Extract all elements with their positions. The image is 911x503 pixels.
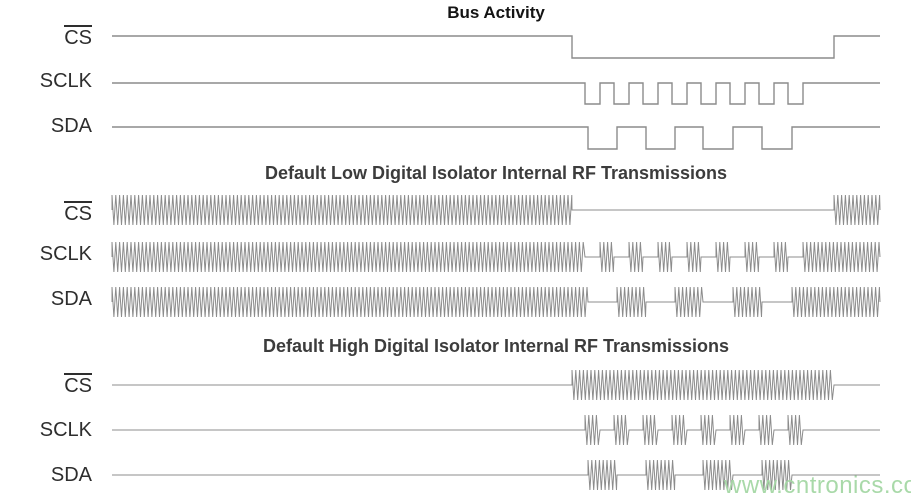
- section-title-default-low: Default Low Digital Isolator Internal RF…: [264, 163, 728, 183]
- section-title-default-high: Default High Digital Isolator Internal R…: [262, 336, 730, 356]
- signal-label-sda: SDA: [50, 115, 92, 137]
- cs-overline-text: CS: [64, 201, 92, 225]
- cs-overline-text: CS: [64, 373, 92, 397]
- signal-label-cs: CS: [0, 373, 92, 397]
- trace-bus-cs: [112, 35, 880, 59]
- watermark-text: www.cntronics.com: [724, 472, 911, 499]
- trace-default-low-sclk: [111, 241, 881, 273]
- trace-default-low-cs: [111, 194, 881, 226]
- trace-default-high-sclk: [112, 414, 880, 446]
- signal-label-sclk: SCLK: [39, 419, 92, 441]
- trace-bus-sda: [112, 126, 880, 150]
- trace-default-high-sda: [112, 459, 880, 491]
- signal-label-sclk: SCLK: [39, 70, 92, 92]
- signal-label-sda: SDA: [50, 288, 92, 310]
- signal-label-sclk: SCLK: [39, 243, 92, 265]
- section-title-bus-activity: Bus Activity: [447, 3, 545, 22]
- cs-overline-text: CS: [64, 25, 92, 49]
- signal-label-sda: SDA: [50, 464, 92, 486]
- trace-default-low-sda: [111, 286, 881, 318]
- trace-default-high-cs: [112, 369, 880, 401]
- signal-label-cs: CS: [0, 201, 92, 225]
- trace-bus-sclk: [112, 82, 880, 105]
- signal-label-cs: CS: [0, 25, 92, 49]
